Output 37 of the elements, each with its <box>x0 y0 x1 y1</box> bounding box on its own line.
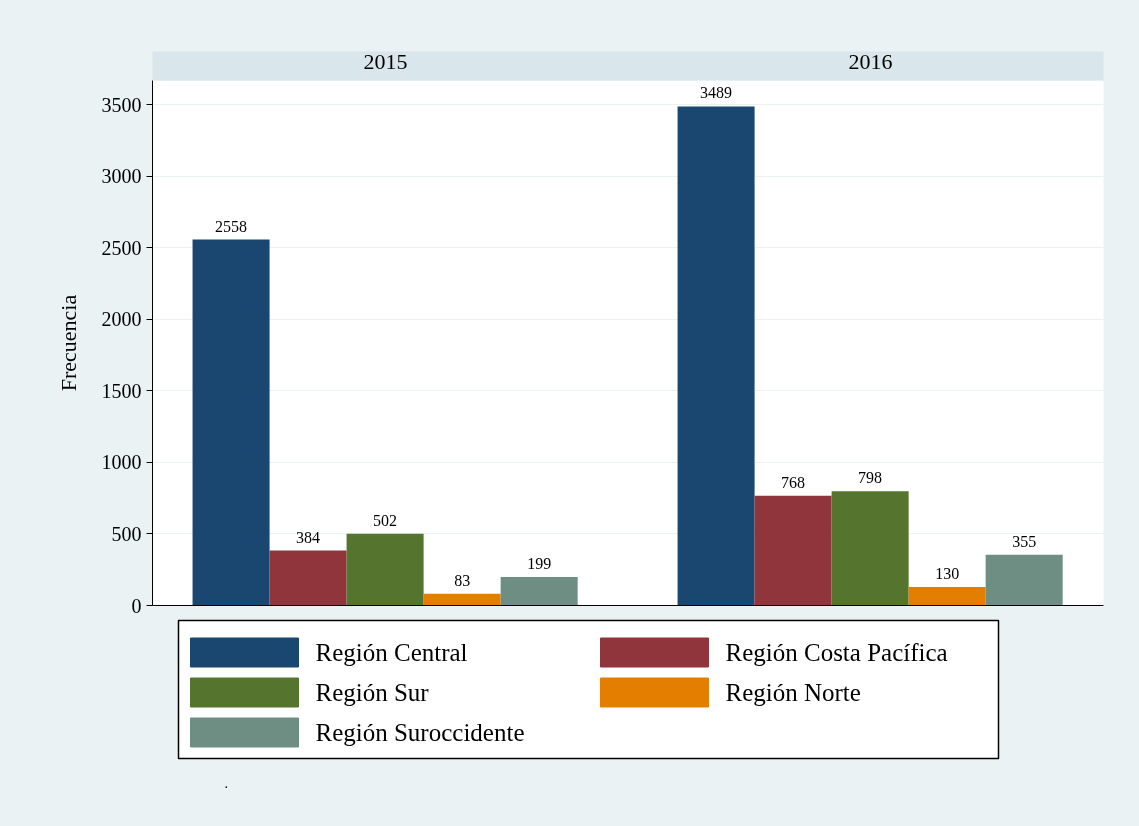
y-tick-label: 1500 <box>101 379 142 402</box>
bar <box>677 106 755 606</box>
data-label: 2558 <box>215 217 248 235</box>
y-tick-label: 3000 <box>101 165 142 188</box>
bar <box>423 593 501 606</box>
text: . <box>224 775 228 791</box>
x-tick-label: 2015 <box>363 48 408 74</box>
bar <box>754 495 832 606</box>
data-label: 355 <box>1012 532 1037 550</box>
legend-label: Región Norte <box>725 679 861 706</box>
data-label: 199 <box>527 555 552 573</box>
bar <box>831 491 909 606</box>
bar <box>192 239 270 606</box>
y-tick-label: 0 <box>131 594 142 617</box>
y-tick-label: 2500 <box>101 236 142 259</box>
bar <box>985 554 1063 606</box>
bar <box>500 577 578 606</box>
data-label: 130 <box>935 564 960 582</box>
y-tick-label: 500 <box>111 522 142 545</box>
data-label: 384 <box>296 528 321 546</box>
legend-label: Región Sur <box>315 679 430 706</box>
bar <box>908 586 986 606</box>
bar <box>269 550 347 606</box>
legend-label: Región Central <box>315 639 468 666</box>
data-label: 502 <box>373 511 398 529</box>
legend-label: Región Suroccidente <box>315 719 525 746</box>
legend-label: Región Costa Pacífica <box>725 639 948 666</box>
y-tick-label: 3500 <box>101 93 142 116</box>
bar <box>346 533 424 606</box>
data-label: 83 <box>454 571 471 589</box>
data-label: 3489 <box>700 84 733 102</box>
y-tick-label: 1000 <box>101 451 142 474</box>
y-axis-title: Frecuencia <box>55 294 81 392</box>
x-tick-label: 2016 <box>848 48 893 74</box>
data-label: 768 <box>781 473 806 491</box>
data-label: 798 <box>858 469 883 487</box>
y-tick-label: 2000 <box>101 308 142 331</box>
